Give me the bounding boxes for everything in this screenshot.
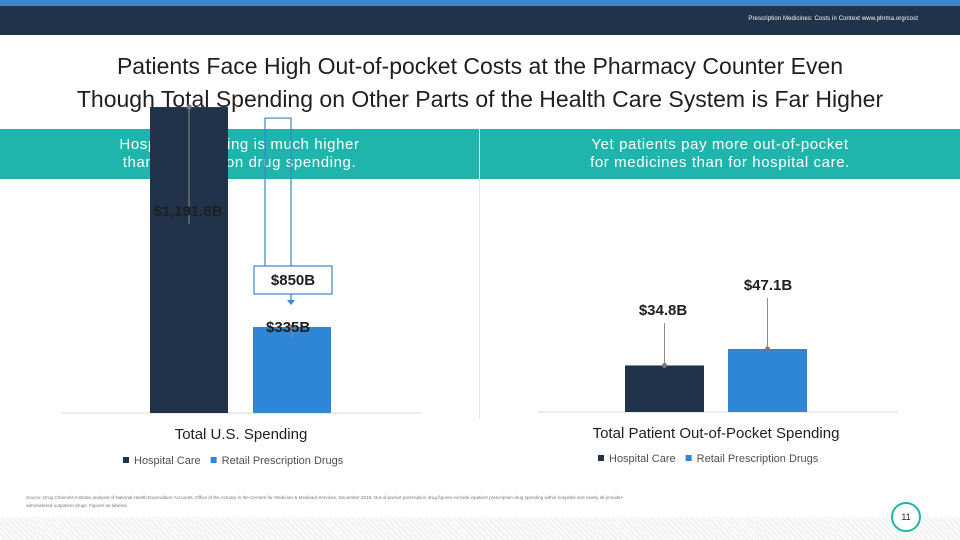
out-of-pocket-legend-label-1: Hospital Care (609, 453, 676, 465)
left-takeaway-band: Hospital spending is much higher than pr… (0, 129, 479, 179)
out-of-pocket-legend-label-2: Retail Prescription Drugs (697, 453, 819, 465)
footer-pattern (0, 517, 960, 540)
out-of-pocket-leader-dot-2 (765, 346, 770, 352)
right-takeaway-line-2: for medicines than for hospital care. (590, 154, 850, 171)
total-spending-data-label-1: $1,191.8B (153, 203, 222, 220)
left-takeaway-line-1: Hospital spending is much higher (119, 136, 360, 153)
out-of-pocket-data-label-1: $34.8B (639, 302, 688, 319)
top-accent-strip (0, 0, 960, 6)
slide-title: Patients Face High Out-of-pocket Costs a… (0, 50, 960, 116)
total-spending-legend-swatch-2 (210, 457, 217, 463)
total-spending-legend-label-1: Hospital Care (134, 455, 201, 467)
out-of-pocket-leader-dot-1 (662, 362, 667, 368)
out-of-pocket-legend-swatch-2 (685, 455, 692, 461)
total-spending-legend-label-2: Retail Prescription Drugs (222, 455, 344, 467)
out-of-pocket-chart-title: Total Patient Out-of-Pocket Spending (593, 425, 840, 442)
total-spending-chart: $1,191.8B $335B $850B Total U.S. Spending Ho… (0, 104, 479, 480)
total-spending-difference-callout-box (253, 265, 333, 295)
out-of-pocket-data-label-2: $47.1B (744, 277, 793, 294)
panel-divider (479, 179, 480, 419)
right-takeaway-line-1: Yet patients pay more out-of-pocket (591, 136, 849, 153)
out-of-pocket-chart: $34.8B $47.1B Total Patient Out-of-Pocket … (480, 180, 960, 480)
total-spending-leader-dot-2 (289, 324, 295, 330)
slide-title-line-2: Though Total Spending on Other Parts of … (76, 86, 884, 112)
slide-title-line-1: Patients Face High Out-of-pocket Costs a… (116, 53, 844, 79)
header-text: Prescription Medicines: Costs in Context… (748, 16, 918, 22)
out-of-pocket-bar-hospital-care (625, 365, 704, 412)
total-spending-difference-arrow-head (287, 300, 295, 305)
source-note: Source: Drug Channels Institute analysis… (26, 495, 624, 508)
total-spending-data-label-2: $335B (266, 319, 310, 336)
total-spending-bar-retail-prescription-drugs (253, 327, 331, 413)
total-spending-legend-swatch-1 (123, 457, 129, 463)
right-takeaway-band: Yet patients pay more out-of-pocket for … (480, 129, 960, 179)
out-of-pocket-chart-svg: $34.8B $47.1B Total Patient Out-of-Pocket … (538, 277, 898, 465)
out-of-pocket-bar-retail-prescription-drugs (728, 349, 807, 412)
total-spending-chart-svg: $1,191.8B $335B $850B Total U.S. Spending Ho… (62, 104, 421, 467)
out-of-pocket-legend-swatch-1 (598, 455, 604, 461)
page-number: 11 (891, 502, 921, 532)
total-spending-chart-title: Total U.S. Spending (175, 426, 308, 443)
total-spending-difference-label: $850B (271, 272, 315, 289)
header-bar: Prescription Medicines: Costs in Context… (0, 6, 960, 35)
total-spending-difference-bracket (264, 117, 292, 266)
left-takeaway-line-2: than prescription drug spending. (122, 154, 357, 171)
total-spending-leader-dot-1 (186, 104, 192, 110)
